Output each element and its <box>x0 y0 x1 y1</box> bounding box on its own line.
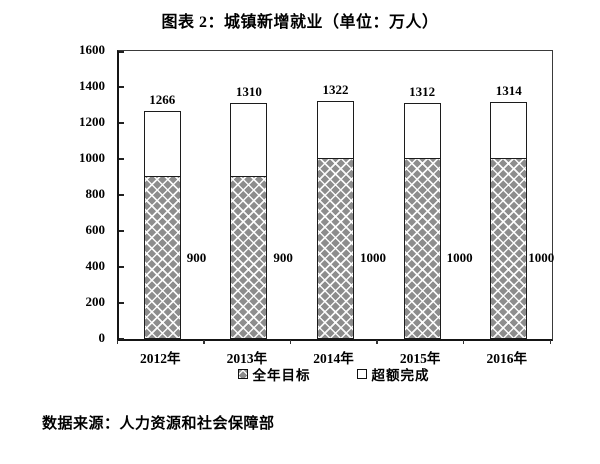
stacked-bar <box>230 103 268 339</box>
x-axis-label: 2013年 <box>226 351 268 366</box>
y-axis-tick-label: 600 <box>85 222 106 237</box>
y-axis-tick-mark <box>119 266 124 268</box>
x-axis-tick-mark <box>289 340 292 344</box>
y-axis-tick-label: 1200 <box>79 114 105 129</box>
legend-item: 超额完成 <box>356 364 430 384</box>
bar-target-label: 1000 <box>446 250 473 265</box>
y-axis-tick-mark <box>119 122 124 124</box>
legend-swatch-excess <box>356 369 367 379</box>
bar-target-segment <box>143 177 181 339</box>
legend-label: 全年目标 <box>252 368 311 383</box>
bar-target-segment <box>230 177 268 339</box>
stacked-bar <box>143 111 181 339</box>
bar-target-segment <box>317 159 354 339</box>
bar-excess-segment <box>317 101 354 159</box>
y-axis-tick-label: 1000 <box>79 150 105 165</box>
x-axis-label: 2016年 <box>486 351 527 366</box>
bar-target-label: 1000 <box>360 250 386 265</box>
stacked-bar <box>317 101 354 339</box>
y-axis-tick-label: 1600 <box>79 42 105 57</box>
bar-target-label: 900 <box>273 250 293 265</box>
stacked-bar <box>403 102 441 339</box>
x-axis-tick-mark <box>116 340 118 344</box>
bar-excess-segment <box>403 102 441 159</box>
x-axis-tick-mark <box>376 340 378 344</box>
y-axis-tick-mark <box>119 86 124 88</box>
bar-target-label: 1000 <box>528 250 555 265</box>
x-axis-label: 2015年 <box>399 351 441 366</box>
stacked-bar <box>490 102 528 339</box>
bar-total-label: 1314 <box>495 83 522 99</box>
bar-excess-segment <box>230 103 268 177</box>
legend-label: 超额完成 <box>371 368 430 383</box>
legend-item: 全年目标 <box>237 364 311 384</box>
bar-excess-segment <box>490 102 528 159</box>
y-axis-tick-label: 1400 <box>79 78 105 93</box>
y-axis-tick-mark <box>119 158 124 160</box>
y-axis-tick-mark <box>119 51 124 53</box>
plot-area: 1266 900 1310 900 1322 1000 1312 1000 1314 1000 <box>117 50 555 341</box>
bar-target-segment <box>490 159 528 339</box>
y-axis-tick-mark <box>119 194 124 196</box>
bar-total-label: 1322 <box>322 82 349 98</box>
bar-total-label: 1266 <box>149 92 176 108</box>
x-axis-label: 2014年 <box>313 351 354 366</box>
y-axis-tick-mark <box>119 338 124 340</box>
y-axis-tick-label: 200 <box>85 294 106 309</box>
source-note: 数据来源：人力资源和社会保障部 <box>42 416 275 432</box>
x-axis-tick-mark <box>462 340 465 344</box>
y-axis-tick-mark <box>119 302 124 304</box>
bar-target-label: 900 <box>186 250 207 265</box>
bar-total-label: 1310 <box>235 84 262 100</box>
x-axis-tick-mark <box>203 340 205 344</box>
bar-total-label: 1312 <box>409 83 436 99</box>
y-axis-tick-label: 800 <box>85 186 106 201</box>
y-axis-tick-label: 400 <box>85 258 106 273</box>
legend: 全年目标 超额完成 <box>117 364 550 384</box>
bar-excess-segment <box>143 111 181 177</box>
x-axis-tick-mark <box>549 340 551 344</box>
legend-swatch-target <box>237 369 248 379</box>
chart-title: 图表 2：城镇新增就业（单位：万人） <box>161 14 439 31</box>
bar-target-segment <box>403 159 441 339</box>
y-axis-tick-label: 0 <box>98 330 106 345</box>
y-axis-tick-mark <box>119 230 124 232</box>
x-axis-label: 2012年 <box>140 351 181 366</box>
